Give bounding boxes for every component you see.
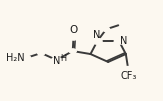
Circle shape xyxy=(94,39,101,43)
Text: N: N xyxy=(53,56,60,66)
Circle shape xyxy=(38,51,45,55)
Text: N: N xyxy=(93,30,100,40)
Text: H₂N: H₂N xyxy=(6,53,25,63)
Circle shape xyxy=(116,39,123,43)
Circle shape xyxy=(125,67,132,72)
Text: H: H xyxy=(60,54,66,63)
Circle shape xyxy=(21,55,31,61)
Circle shape xyxy=(69,34,78,40)
Text: CF₃: CF₃ xyxy=(120,71,136,81)
Circle shape xyxy=(123,66,133,73)
Circle shape xyxy=(114,38,124,44)
Circle shape xyxy=(53,58,60,62)
Circle shape xyxy=(70,35,77,39)
Text: O: O xyxy=(69,25,78,35)
Circle shape xyxy=(103,27,110,32)
Text: N: N xyxy=(120,36,128,46)
Circle shape xyxy=(52,57,61,63)
Circle shape xyxy=(22,56,29,60)
Circle shape xyxy=(69,49,76,53)
Circle shape xyxy=(92,38,102,44)
